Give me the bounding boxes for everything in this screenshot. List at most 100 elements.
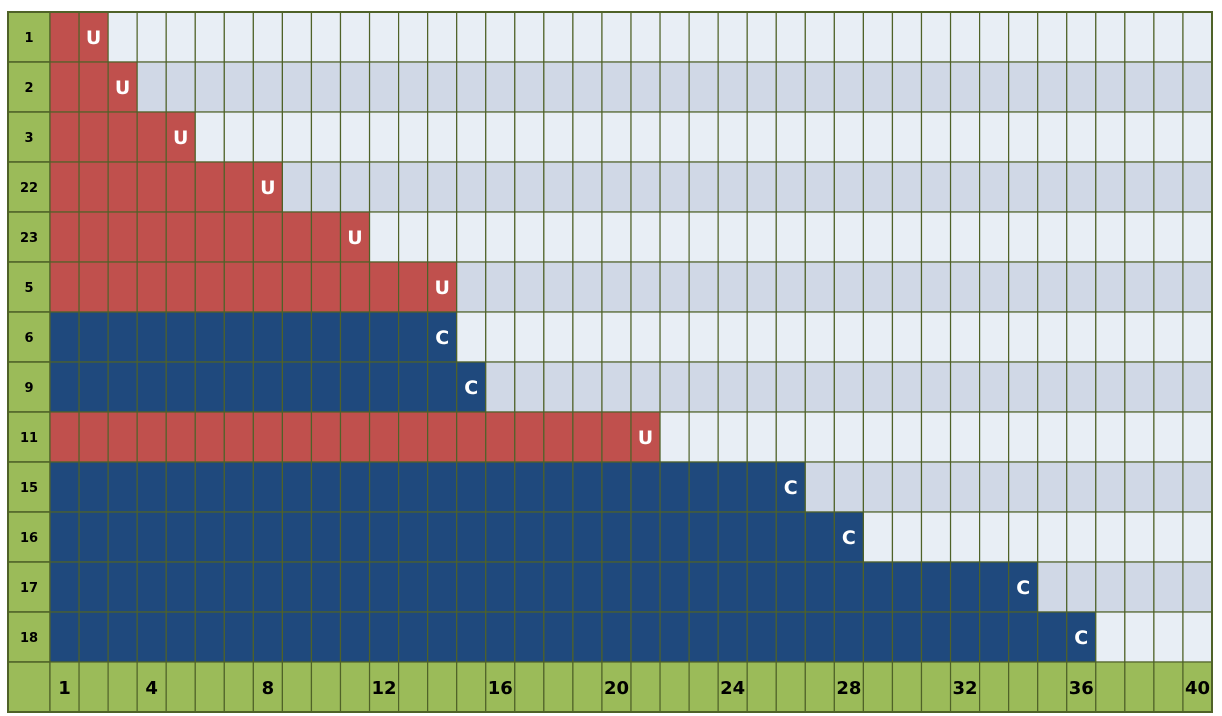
empty-cell [339,161,371,213]
empty-cell [485,311,516,363]
empty-cell [688,161,719,213]
x-tick-label: 32 [953,678,978,699]
empty-cell [949,61,981,113]
empty-cell [833,461,864,513]
status-marker: U [638,427,653,449]
bar-cell-u [78,261,109,313]
empty-cell [891,461,923,513]
empty-cell [601,311,632,363]
empty-cell [1037,411,1068,463]
empty-cell [1095,611,1126,663]
axis-cell [630,661,661,713]
bar-cell-c [310,611,342,663]
empty-cell [862,411,894,463]
bar-cell-c [746,561,777,613]
empty-cell [543,361,574,413]
empty-cell [949,261,981,313]
empty-cell [688,361,719,413]
bar-cell-c [572,611,603,663]
bar-cell-c [310,511,342,563]
empty-cell [1182,161,1213,213]
empty-cell [659,411,690,463]
empty-cell [949,11,981,63]
empty-cell [920,411,952,463]
axis-cell [223,661,254,713]
empty-cell [1182,511,1213,563]
bar-cell-c [775,461,806,513]
empty-cell [601,261,632,313]
row-label: 1 [24,31,33,46]
empty-cell [1182,111,1213,163]
bar-cell-c [107,461,138,513]
empty-cell [833,361,864,413]
bar-cell-c [891,611,923,663]
bar-cell-c [194,561,225,613]
axis-cell [485,661,516,713]
bar-cell-c [630,461,661,513]
empty-cell [1037,11,1068,63]
bar-cell-c [310,461,342,513]
empty-cell [1008,461,1039,513]
bar-cell-u [165,211,196,263]
empty-cell [1153,561,1184,613]
empty-cell [862,211,894,263]
empty-cell [746,411,777,463]
axis-cell [746,661,777,713]
bar-cell-c [49,511,80,563]
bar-cell-u [136,211,167,263]
bar-cell-c [804,511,835,563]
empty-cell [485,61,516,113]
empty-cell [281,11,313,63]
empty-cell [543,311,574,363]
bar-cell-c [688,511,719,563]
empty-cell [368,111,400,163]
empty-cell [1124,511,1155,563]
empty-cell [1153,111,1184,163]
empty-cell [1037,561,1068,613]
empty-cell [833,311,864,363]
bar-cell-c [252,511,284,563]
bar-cell-c [398,361,429,413]
bar-cell-c [456,511,487,563]
bar-cell-c [368,611,400,663]
empty-cell [1095,411,1126,463]
empty-cell [1095,11,1126,63]
bar-cell-c [78,561,109,613]
bar-cell-c [49,611,80,663]
bar-cell-c [107,311,138,363]
empty-cell [1124,611,1155,663]
bar-cell-u [514,411,545,463]
empty-cell [891,411,923,463]
axis-cell [339,661,371,713]
empty-cell [804,261,835,313]
bar-cell-c [107,561,138,613]
bar-cell-c [136,611,167,663]
empty-cell [1095,261,1126,313]
row-label: 23 [20,231,38,246]
empty-cell [1095,111,1126,163]
bar-cell-u [49,111,80,163]
bar-cell-c [165,561,196,613]
bar-cell-c [514,561,545,613]
axis-cell [688,661,719,713]
status-marker: C [1016,577,1030,599]
bar-cell-u [252,411,284,463]
empty-cell [252,11,284,63]
axis-cell [775,661,806,713]
bar-cell-c [49,311,80,363]
empty-cell [891,361,923,413]
empty-cell [1182,261,1213,313]
bar-cell-u [398,261,429,313]
bar-cell-c [775,611,806,663]
bar-cell-c [427,561,458,613]
axis-cell [1182,661,1213,713]
bar-cell-c [543,611,574,663]
bar-cell-u [223,211,254,263]
empty-cell [398,111,429,163]
bar-cell-u [281,261,313,313]
empty-cell [891,111,923,163]
bar-cell-c [659,461,690,513]
empty-cell [1153,311,1184,363]
bar-cell-u [78,411,109,463]
status-marker: U [347,227,362,249]
